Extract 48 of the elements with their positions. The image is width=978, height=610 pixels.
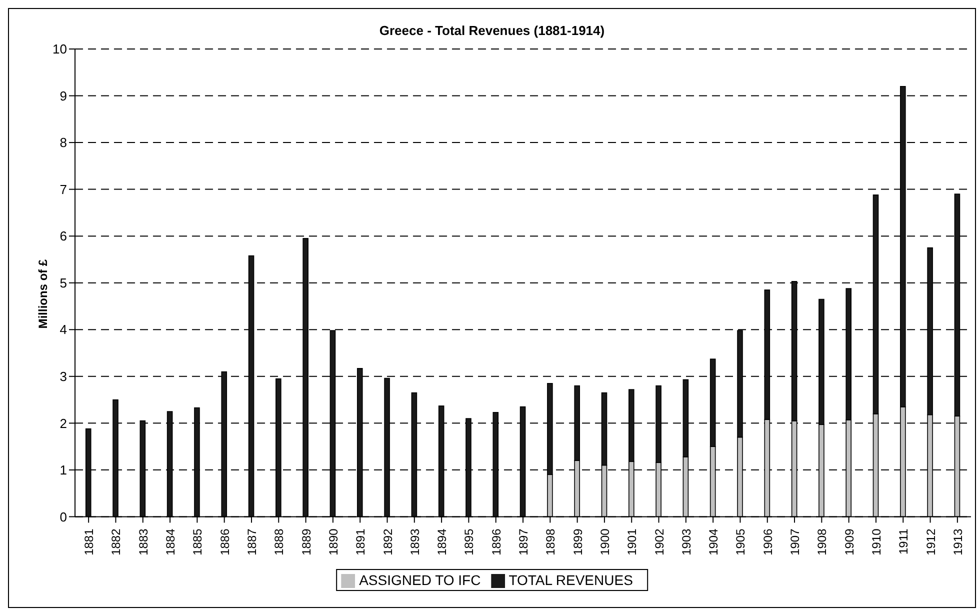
x-tick-label: 1898 (544, 528, 558, 556)
x-tick-label: 1882 (109, 528, 124, 556)
y-tick-label: 10 (52, 42, 67, 57)
x-tick-label: 1896 (489, 528, 504, 556)
y-tick-label: 0 (60, 509, 67, 524)
x-tick-label: 1890 (326, 528, 340, 556)
x-tick-label: 1905 (734, 528, 748, 556)
x-tick-label: 1894 (435, 528, 450, 556)
x-tick-label: 1911 (896, 528, 911, 555)
x-tick-label: 1885 (190, 528, 205, 556)
chart-title: Greece - Total Revenues (1881-1914) (378, 23, 606, 38)
y-tick-label: 8 (60, 135, 67, 150)
legend-label: TOTAL REVENUES (508, 572, 633, 588)
y-tick-label: 9 (60, 88, 67, 104)
y-tick-label: 3 (60, 369, 67, 384)
x-tick-label: 1909 (842, 528, 856, 556)
x-tick-label: 1913 (950, 528, 965, 556)
x-tick-label: 1884 (164, 528, 178, 556)
x-tick-label: 1906 (760, 528, 775, 556)
x-tick-label: 1901 (625, 528, 640, 556)
legend-label: ASSIGNED TO IFC (359, 572, 481, 588)
x-tick-label: 1895 (462, 528, 476, 556)
x-tick-label: 1881 (82, 528, 96, 556)
y-tick-label: 5 (60, 275, 67, 290)
x-tick-label: 1886 (218, 528, 232, 556)
x-tick-label: 1903 (679, 528, 694, 556)
x-tick-label: 1902 (652, 528, 666, 556)
x-tick-label: 1883 (136, 528, 150, 556)
y-tick-label: 2 (60, 416, 67, 431)
x-tick-label: 1900 (598, 528, 612, 556)
x-tick-label: 1912 (924, 528, 938, 556)
y-tick-label: 6 (60, 228, 67, 244)
x-tick-label: 1893 (408, 528, 422, 556)
x-tick-label: 1910 (869, 528, 884, 556)
y-axis-title: Millions of £ (36, 259, 50, 329)
x-tick-label: 1887 (245, 528, 260, 556)
x-tick-label: 1908 (815, 528, 830, 556)
y-tick-label: 7 (60, 182, 67, 197)
x-tick-label: 1907 (788, 528, 802, 556)
x-tick-label: 1888 (272, 528, 286, 556)
y-tick-label: 4 (60, 322, 67, 338)
x-tick-label: 1897 (516, 528, 531, 556)
x-tick-label: 1892 (380, 528, 395, 556)
x-tick-label: 1891 (354, 528, 368, 556)
x-tick-label: 1889 (299, 528, 314, 556)
y-tick-label: 1 (60, 462, 67, 478)
x-tick-label: 1904 (706, 528, 721, 556)
x-tick-label: 1899 (570, 528, 585, 556)
